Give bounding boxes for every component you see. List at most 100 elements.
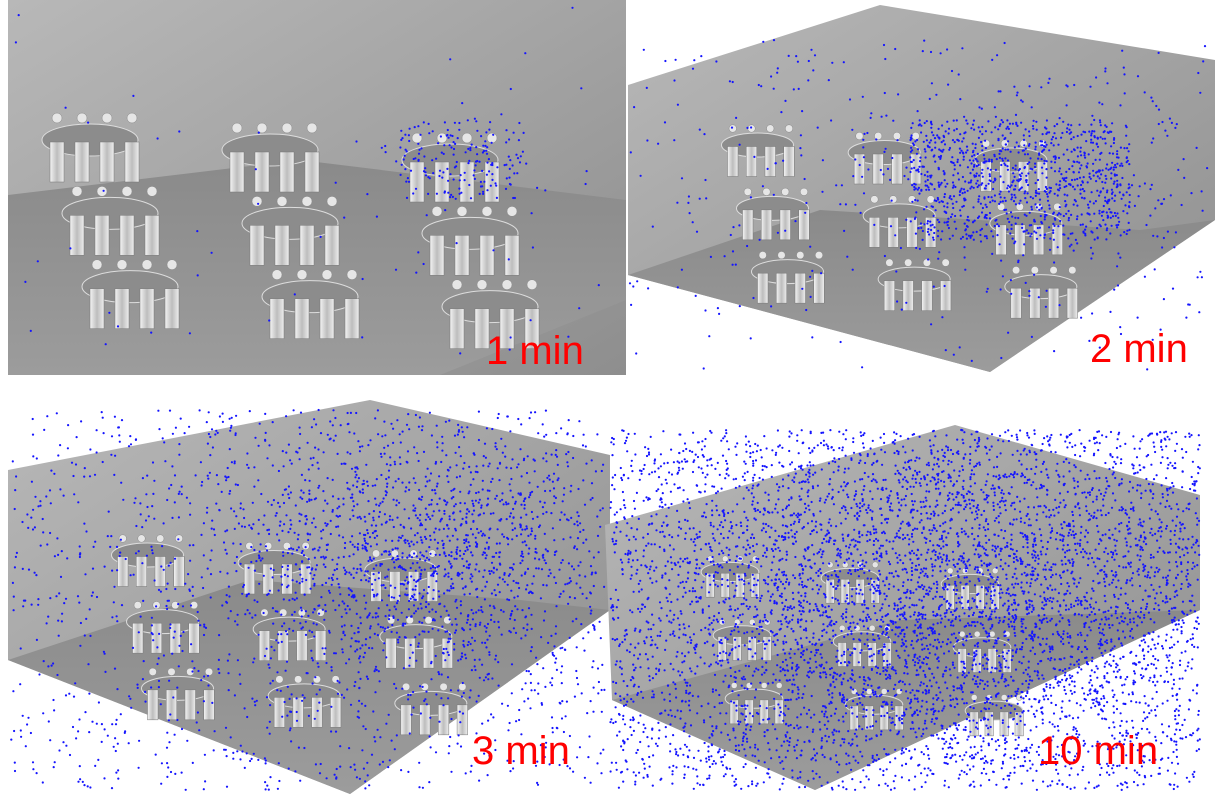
particle [804, 212, 806, 214]
particle [406, 576, 408, 578]
particle [410, 644, 412, 646]
particle [1080, 443, 1082, 445]
particle [1037, 179, 1039, 181]
particle [562, 538, 564, 540]
particle [189, 560, 191, 562]
particle [252, 523, 254, 525]
particle [486, 153, 488, 155]
particle [602, 464, 604, 466]
particle [356, 568, 358, 570]
particle [1027, 184, 1029, 186]
particle [471, 637, 473, 639]
particle [79, 765, 81, 767]
particle [1010, 228, 1012, 230]
particle [154, 579, 156, 581]
particle [381, 523, 383, 525]
particle [311, 657, 313, 659]
particle [1038, 152, 1040, 154]
particle [403, 527, 405, 529]
particle [1041, 158, 1043, 160]
particle [926, 139, 928, 141]
particle [105, 343, 107, 345]
particle [496, 543, 498, 545]
particle [201, 481, 203, 483]
particle [361, 445, 363, 447]
particle [348, 555, 350, 557]
particle [1014, 188, 1016, 190]
particle [445, 504, 447, 506]
particle [466, 426, 468, 428]
particle [591, 459, 593, 461]
particle [1030, 196, 1032, 198]
particle [1044, 141, 1046, 143]
particle [323, 619, 325, 621]
particle [1095, 76, 1097, 78]
particle [335, 526, 337, 528]
particle [189, 332, 191, 334]
particle [699, 784, 701, 786]
particle [871, 498, 873, 500]
particle [1009, 232, 1011, 234]
particle [1126, 230, 1128, 232]
particle [423, 263, 425, 265]
occupant-head [462, 133, 472, 143]
particle [1158, 52, 1160, 54]
particle [499, 500, 501, 502]
particle [549, 490, 551, 492]
particle [400, 583, 402, 585]
particle [693, 788, 695, 790]
particle [174, 501, 176, 503]
particle [943, 598, 945, 600]
particle [854, 158, 856, 160]
particle [804, 178, 806, 180]
particle [337, 693, 339, 695]
particle [1113, 289, 1115, 291]
particle [325, 525, 327, 527]
particle [450, 587, 452, 589]
particle [391, 740, 393, 742]
particle [1144, 276, 1146, 278]
particle [1116, 180, 1118, 182]
particle [379, 563, 381, 565]
particle [953, 195, 955, 197]
particle [192, 762, 194, 764]
particle [49, 739, 51, 741]
particle [374, 484, 376, 486]
particle [935, 209, 937, 211]
particle [1035, 195, 1037, 197]
particle [1046, 119, 1048, 121]
particle [598, 551, 600, 553]
particle [969, 187, 971, 189]
particle [1181, 632, 1183, 634]
particle [461, 696, 463, 698]
particle [1149, 188, 1151, 190]
particle [463, 542, 465, 544]
particle [452, 512, 454, 514]
particle [197, 274, 199, 276]
particle [461, 558, 463, 560]
particle [944, 681, 946, 683]
particle [313, 622, 315, 624]
particle [389, 759, 391, 761]
particle [1079, 151, 1081, 153]
particle [312, 611, 314, 613]
particle [385, 494, 387, 496]
particle [583, 434, 585, 436]
particle [1045, 133, 1047, 135]
particle [358, 687, 360, 689]
particle [521, 553, 523, 555]
particle [918, 564, 920, 566]
chair [450, 309, 464, 349]
particle [471, 513, 473, 515]
particle [18, 14, 20, 16]
particle [530, 533, 532, 535]
particle [190, 643, 192, 645]
particle [959, 209, 961, 211]
particle [1077, 648, 1079, 650]
particle [1025, 128, 1027, 130]
particle [486, 627, 488, 629]
particle [936, 646, 938, 648]
particle [226, 594, 228, 596]
particle [91, 595, 93, 597]
particle [430, 567, 432, 569]
